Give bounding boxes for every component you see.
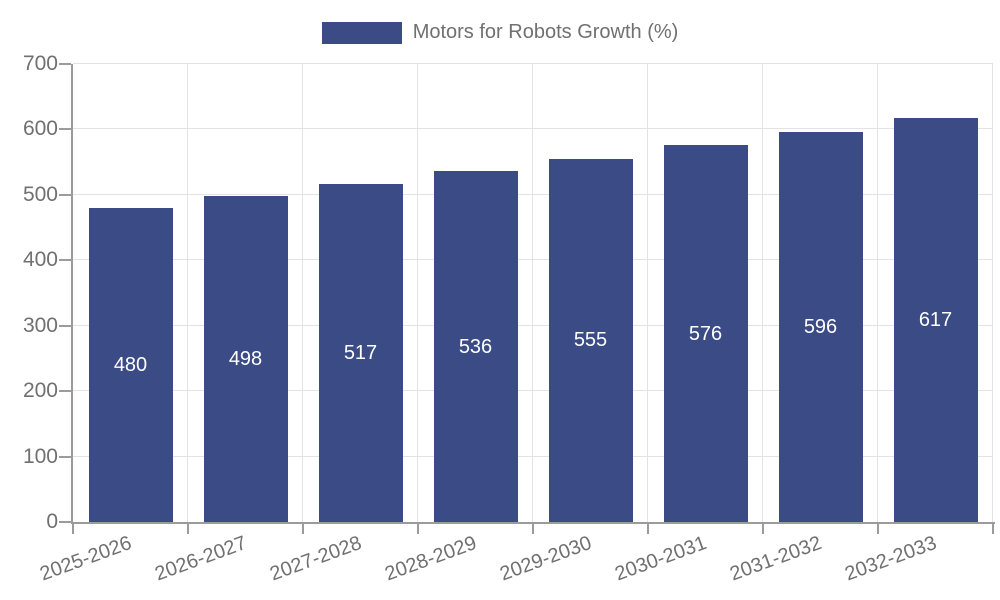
y-axis-tick-label: 300 — [22, 313, 58, 337]
bar-value-label: 576 — [688, 322, 723, 345]
legend-label[interactable]: Motors for Robots Growth (%) — [412, 21, 679, 43]
gridline-horizontal — [73, 455, 993, 457]
x-axis-tick — [762, 522, 764, 534]
x-axis-tick — [187, 522, 189, 534]
y-axis-tick — [59, 390, 71, 393]
plot-area: 480 498 517 536 555 576 596 617 2025-2026 2026-20… — [37, 63, 995, 585]
y-axis-tick-label: 0 — [46, 510, 58, 533]
y-axis-tick-label: 200 — [22, 379, 58, 403]
y-axis-tick — [59, 324, 71, 327]
x-axis-tick — [532, 522, 534, 534]
y-axis-tick-label: 100 — [22, 444, 58, 468]
bar[interactable]: 517 — [318, 183, 403, 522]
gridline-horizontal — [73, 390, 993, 392]
gridline-horizontal — [73, 259, 993, 261]
bar[interactable]: 480 — [88, 207, 173, 522]
bar-value-label: 536 — [458, 335, 493, 358]
gridline-vertical — [992, 64, 993, 522]
x-axis-tick — [647, 522, 649, 534]
gridline-vertical — [302, 64, 303, 522]
gridline-vertical — [877, 64, 878, 522]
bar-value-label: 498 — [228, 348, 263, 371]
gridline-horizontal — [73, 128, 993, 130]
bar-value-label: 517 — [343, 341, 378, 364]
x-axis-tick — [417, 522, 419, 534]
bar[interactable]: 617 — [893, 118, 978, 522]
y-axis-tick — [59, 455, 71, 458]
bar-value-label: 596 — [803, 316, 838, 339]
y-axis-tick — [59, 193, 71, 196]
bar[interactable]: 576 — [663, 145, 748, 522]
y-axis-tick-label: 700 — [22, 52, 58, 75]
gridline-vertical — [647, 64, 648, 522]
bar-value-label: 617 — [918, 309, 953, 332]
x-axis-tick — [302, 522, 304, 534]
gridline-vertical — [187, 64, 188, 522]
y-axis-tick-label: 400 — [22, 248, 58, 272]
bar-value-label: 555 — [573, 329, 608, 352]
bar[interactable]: 555 — [548, 158, 633, 522]
legend[interactable]: Motors for Robots Growth (%) — [0, 21, 1000, 44]
bar[interactable]: 498 — [203, 196, 288, 522]
gridline-horizontal — [73, 193, 993, 195]
bar[interactable]: 536 — [433, 171, 518, 522]
gridline-vertical — [417, 64, 418, 522]
x-axis-tick — [72, 522, 74, 534]
gridline-vertical — [532, 64, 533, 522]
y-axis-tick — [59, 63, 71, 65]
legend-swatch[interactable] — [321, 21, 402, 44]
gridline-horizontal — [73, 324, 993, 326]
y-axis-tick — [59, 128, 71, 131]
y-axis-tick — [59, 259, 71, 262]
gridline-horizontal — [73, 63, 993, 64]
y-axis-tick-label: 500 — [22, 182, 58, 206]
y-axis-line — [71, 64, 73, 524]
bar[interactable]: 596 — [778, 132, 863, 522]
y-axis-tick-label: 600 — [22, 117, 58, 141]
gridline-vertical — [762, 64, 763, 522]
x-axis-tick — [877, 522, 879, 534]
x-axis-tick — [992, 522, 994, 534]
y-axis-tick — [59, 521, 71, 523]
bar-value-label: 480 — [113, 353, 148, 376]
